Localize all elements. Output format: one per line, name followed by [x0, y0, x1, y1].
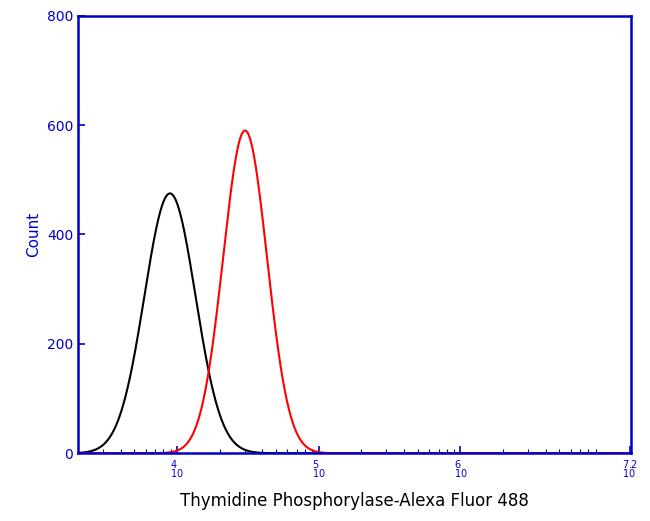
X-axis label: Thymidine Phosphorylase-Alexa Fluor 488: Thymidine Phosphorylase-Alexa Fluor 488 — [180, 492, 528, 510]
Y-axis label: Count: Count — [26, 212, 41, 257]
